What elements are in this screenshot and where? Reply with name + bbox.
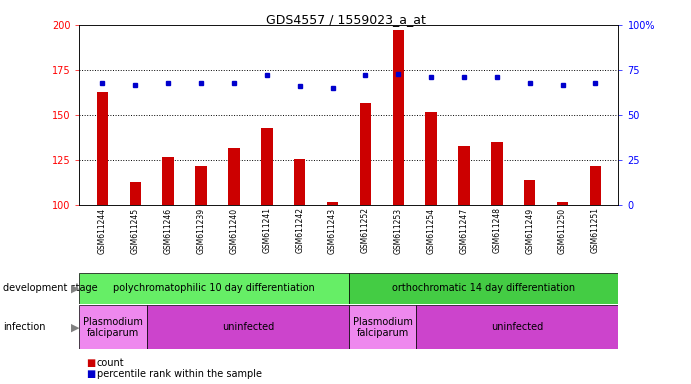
Bar [349,305,416,349]
Bar [97,92,108,205]
Text: uninfected: uninfected [491,322,544,333]
Text: Plasmodium
falciparum: Plasmodium falciparum [83,316,143,338]
Bar [416,305,618,349]
Bar [228,148,240,205]
Text: uninfected: uninfected [222,322,274,333]
Bar [130,182,141,205]
Bar [458,146,470,205]
Bar [79,273,349,304]
Text: GSM611244: GSM611244 [98,207,107,253]
Text: GSM611249: GSM611249 [525,207,534,253]
Bar [146,305,349,349]
Text: GSM611253: GSM611253 [394,207,403,253]
Text: development stage: development stage [3,283,98,293]
Text: orthochromatic 14 day differentiation: orthochromatic 14 day differentiation [392,283,576,293]
Text: GSM611246: GSM611246 [164,207,173,253]
Text: polychromatophilic 10 day differentiation: polychromatophilic 10 day differentiatio… [113,283,315,293]
Text: infection: infection [3,322,46,333]
Text: GSM611252: GSM611252 [361,207,370,253]
Text: ■: ■ [86,358,95,368]
Text: GSM611243: GSM611243 [328,207,337,253]
Text: GSM611254: GSM611254 [426,207,435,253]
Text: GSM611239: GSM611239 [196,207,205,253]
Text: GSM611242: GSM611242 [295,207,304,253]
Bar [491,142,502,205]
Text: GSM611240: GSM611240 [229,207,238,253]
Bar [524,180,536,205]
Text: ■: ■ [86,369,95,379]
Bar [196,166,207,205]
Bar [349,273,618,304]
Text: count: count [97,358,124,368]
Bar [392,30,404,205]
Bar [589,166,601,205]
Text: ▶: ▶ [71,283,79,293]
Text: GSM611241: GSM611241 [263,207,272,253]
Text: ▶: ▶ [71,322,79,333]
Bar [327,202,339,205]
Text: Plasmodium
falciparum: Plasmodium falciparum [352,316,413,338]
Text: percentile rank within the sample: percentile rank within the sample [97,369,262,379]
Bar [426,112,437,205]
Bar [261,128,272,205]
Text: GSM611250: GSM611250 [558,207,567,253]
Bar [294,159,305,205]
Bar [359,103,371,205]
Bar [79,305,146,349]
Text: GSM611248: GSM611248 [493,207,502,253]
Text: GSM611245: GSM611245 [131,207,140,253]
Bar [557,202,568,205]
Text: GDS4557 / 1559023_a_at: GDS4557 / 1559023_a_at [265,13,426,26]
Text: GSM611247: GSM611247 [460,207,468,253]
Bar [162,157,174,205]
Text: GSM611251: GSM611251 [591,207,600,253]
